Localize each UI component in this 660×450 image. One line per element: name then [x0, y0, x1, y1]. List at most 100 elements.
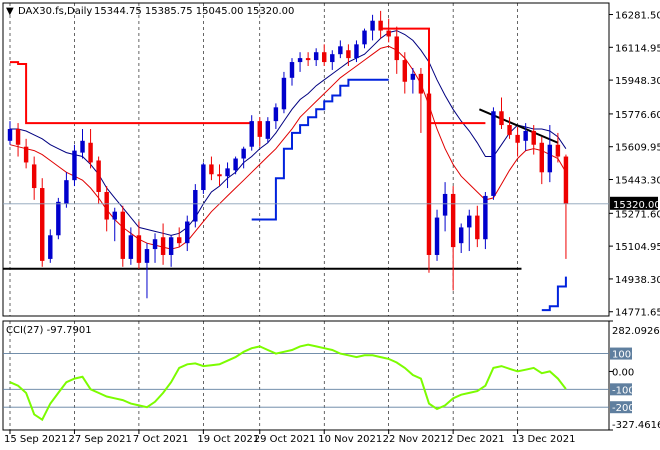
- candle-body: [56, 201, 61, 236]
- candle-body: [241, 148, 246, 159]
- y-tick-label: 14938.30: [615, 275, 660, 286]
- candle-body: [168, 237, 174, 255]
- candles: [7, 10, 569, 299]
- indicator-plot-frame: [2, 320, 610, 431]
- cci-line: [9, 343, 567, 422]
- indicator-levels: [3, 353, 609, 408]
- candle-body: [305, 58, 311, 61]
- candle-body: [450, 193, 456, 248]
- ohlc-values: 15344.75 15385.75 15045.00 15320.00: [94, 6, 294, 17]
- candle-body: [7, 128, 13, 141]
- cci-title: CCI(27) -97.7901: [6, 325, 92, 336]
- candle-body: [467, 215, 472, 228]
- candle-body: [265, 121, 271, 139]
- candle-body: [201, 164, 206, 191]
- price-axis: 16281.50 16114.95 15948.30 15776.60 15609.95…: [3, 11, 660, 319]
- candle-body: [555, 144, 561, 157]
- candle-body: [394, 36, 399, 61]
- cci-axis: 282.0926 100 0.00 -100 -200 -327.4616: [609, 320, 660, 431]
- cci-tick-label: -327.4616: [612, 420, 660, 431]
- candle-body: [426, 93, 432, 255]
- symbol-title: DAX30.fs,Daily: [18, 6, 92, 17]
- y-tick-label: 15443.30: [615, 176, 660, 187]
- candle-body: [112, 211, 117, 220]
- candle-body: [233, 158, 238, 171]
- candle-body: [434, 217, 440, 255]
- candle-body: [136, 235, 142, 263]
- y-tick-label: 16114.95: [615, 43, 660, 54]
- y-tick-label: 15609.95: [615, 143, 660, 154]
- candle-body: [402, 60, 408, 82]
- upper-band-line: [10, 30, 567, 236]
- support-step-line: [251, 78, 567, 312]
- candle-body: [378, 20, 383, 31]
- candle-body: [281, 77, 287, 110]
- cci-level-badge: [610, 347, 632, 360]
- candle-body: [128, 235, 134, 259]
- candle-body: [31, 164, 37, 189]
- date-axis: 15 Sep 2021 27 Sep 2021 7 Oct 2021 19 Oct 2…: [4, 430, 575, 445]
- candle-body: [209, 164, 214, 175]
- candle-body: [515, 134, 520, 143]
- candle-body: [475, 215, 480, 240]
- candle-body: [370, 20, 375, 31]
- candle-body: [338, 46, 343, 55]
- candle-body: [88, 142, 93, 163]
- y-tick-label: 15948.30: [615, 76, 660, 87]
- x-tick-label: 10 Nov 2021: [318, 434, 382, 445]
- candle-body: [458, 227, 464, 244]
- candle-body: [185, 221, 190, 244]
- cci-tick-label: -200: [612, 403, 635, 414]
- candle-body: [563, 156, 569, 204]
- candle-body: [48, 235, 53, 259]
- y-tick-label: 16281.50: [615, 11, 660, 22]
- y-tick-label: 15776.60: [615, 110, 660, 121]
- cci-level-badge: [610, 383, 632, 396]
- candle-body: [313, 52, 319, 61]
- candle-body: [96, 160, 101, 192]
- current-price-label: 15320.00: [613, 200, 660, 211]
- candle-body: [193, 190, 198, 222]
- y-tick-label: 15271.60: [615, 209, 660, 220]
- candle-body: [176, 237, 182, 244]
- candle-body: [120, 211, 126, 259]
- candle-body: [354, 44, 359, 59]
- candle-body: [225, 168, 230, 177]
- candle-body: [72, 150, 77, 181]
- candle-body: [152, 239, 158, 250]
- candle-body: [160, 237, 166, 255]
- candle-body: [289, 62, 295, 78]
- x-tick-label: 15 Sep 2021: [4, 434, 67, 445]
- candle-body: [499, 111, 504, 126]
- candle-body: [531, 130, 536, 145]
- candle-body: [64, 180, 69, 204]
- candle-body: [418, 73, 424, 94]
- candle-body: [217, 174, 222, 177]
- x-tick-label: 13 Dec 2021: [512, 434, 576, 445]
- main-plot-frame: [2, 2, 610, 317]
- candle-body: [40, 188, 45, 261]
- candle-body: [346, 50, 351, 59]
- candle-body: [507, 125, 512, 135]
- x-tick-label: 19 Oct 2021: [197, 434, 259, 445]
- symbol-icon-arrow: ▼: [6, 6, 14, 17]
- candle-body: [362, 30, 367, 45]
- candle-body: [273, 107, 279, 122]
- cci-series-line: [9, 343, 567, 422]
- candle-body: [483, 195, 488, 240]
- candle-body: [547, 144, 553, 173]
- candle-body: [23, 146, 29, 163]
- candle-body: [249, 121, 254, 147]
- candle-body: [15, 128, 21, 145]
- cci-tick-label: 282.0926: [612, 326, 660, 337]
- cci-tick-label: 0.00: [612, 367, 634, 378]
- cci-tick-label: -100: [612, 385, 635, 396]
- x-tick-label: 22 Nov 2021: [383, 434, 447, 445]
- x-tick-label: 7 Oct 2021: [133, 434, 188, 445]
- candle-body: [386, 30, 391, 37]
- candle-body: [491, 111, 496, 196]
- candle-body: [144, 249, 150, 263]
- x-tick-label: 27 Sep 2021: [68, 434, 131, 445]
